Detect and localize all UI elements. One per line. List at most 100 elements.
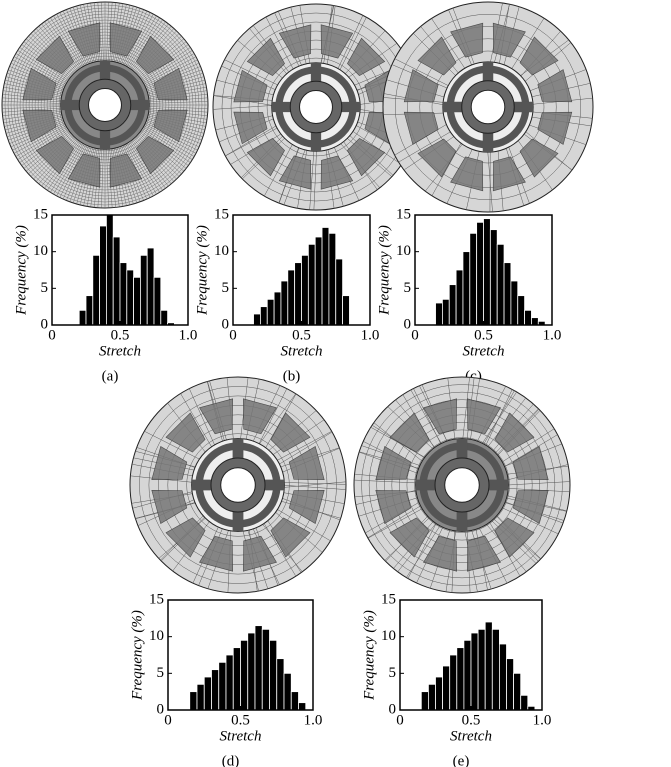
x-axis-label: Stretch [281, 343, 323, 359]
y-tick-label: 5 [41, 280, 49, 296]
bar [248, 633, 255, 710]
bar [260, 307, 267, 325]
bar [147, 248, 154, 325]
bar [322, 227, 329, 325]
bar [93, 255, 100, 325]
bar [308, 244, 315, 325]
bar [471, 633, 478, 710]
bar [518, 296, 525, 325]
y-axis-label: Frequency (%) [194, 225, 210, 316]
bar [140, 255, 147, 325]
y-axis-label: Frequency (%) [376, 225, 392, 316]
x-axis-label: Stretch [463, 343, 505, 359]
bar [490, 230, 497, 325]
caption: (d) [222, 753, 240, 767]
bar [470, 233, 477, 325]
bar [315, 237, 322, 325]
mesh-image [130, 377, 346, 593]
x-tick-label: 0.5 [474, 327, 493, 343]
x-tick-label: 1.0 [533, 712, 552, 728]
bar [100, 226, 107, 325]
bar [463, 252, 470, 325]
bar [226, 655, 233, 710]
bar [336, 259, 343, 325]
bar [302, 255, 309, 325]
y-tick-label: 0 [157, 701, 165, 717]
mesh-image [383, 2, 593, 212]
x-tick-label: 0.5 [462, 712, 481, 728]
bar [241, 640, 248, 710]
bar [499, 644, 506, 710]
bar [299, 703, 306, 710]
bar [428, 684, 435, 710]
bar [421, 692, 428, 710]
figure: 0 5 10 15 0 0.5 1.0 Stretch Frequency (%) (a) 0 5 10… [0, 0, 671, 767]
bar [478, 629, 485, 710]
y-tick-label: 0 [41, 316, 49, 332]
x-axis-label: Stretch [220, 728, 262, 744]
x-tick-label: 1.0 [361, 327, 380, 343]
x-tick-label: 1.0 [543, 327, 562, 343]
bar [457, 648, 464, 710]
bar [134, 277, 141, 325]
x-tick-label: 0.5 [231, 712, 250, 728]
y-tick-label: 15 [214, 206, 229, 222]
caption: (e) [453, 753, 470, 767]
y-tick-label: 15 [381, 591, 396, 607]
x-tick-label: 1.0 [304, 712, 323, 728]
bar [436, 303, 443, 325]
y-tick-label: 5 [389, 665, 397, 681]
y-tick-label: 0 [404, 316, 412, 332]
bar [197, 684, 204, 710]
bar [274, 292, 281, 325]
bar [484, 219, 491, 325]
bar [443, 666, 450, 710]
y-tick-label: 10 [396, 243, 411, 259]
y-tick-label: 15 [33, 206, 48, 222]
bar [262, 629, 269, 710]
bar [270, 640, 277, 710]
bar [521, 695, 528, 710]
shaft-hole [221, 468, 256, 503]
bar [464, 640, 471, 710]
bar [456, 270, 463, 325]
bar [267, 299, 274, 325]
bar [113, 237, 120, 325]
bar [219, 662, 226, 710]
bar [531, 318, 538, 325]
bar [284, 673, 291, 710]
bar [288, 270, 295, 325]
y-tick-label: 5 [157, 665, 165, 681]
bar [255, 626, 262, 710]
bar [106, 215, 113, 325]
x-axis-label: Stretch [450, 728, 492, 744]
caption: (a) [102, 368, 119, 384]
x-axis-label: Stretch [99, 343, 141, 359]
bar [233, 648, 240, 710]
bar [525, 310, 532, 325]
bar [154, 277, 161, 325]
bar [449, 285, 456, 325]
y-tick-label: 5 [404, 280, 412, 296]
bar [190, 692, 197, 710]
mesh-image [354, 377, 570, 593]
bar [436, 677, 443, 710]
x-tick-label: 0.5 [111, 327, 130, 343]
y-tick-label: 10 [381, 628, 396, 644]
bar [212, 670, 219, 710]
shaft-hole [445, 468, 480, 503]
bar [343, 296, 350, 325]
y-axis-label: Frequency (%) [13, 225, 29, 316]
bar [295, 263, 302, 325]
y-tick-label: 10 [33, 243, 48, 259]
bar [277, 659, 284, 710]
y-axis-label: Frequency (%) [361, 610, 377, 701]
bar [477, 222, 484, 325]
bar [442, 299, 449, 325]
y-tick-label: 15 [396, 206, 411, 222]
bar [514, 673, 521, 710]
shaft-hole [471, 90, 505, 124]
bar [120, 263, 127, 325]
bar [485, 622, 492, 710]
x-tick-label: 0 [396, 712, 404, 728]
